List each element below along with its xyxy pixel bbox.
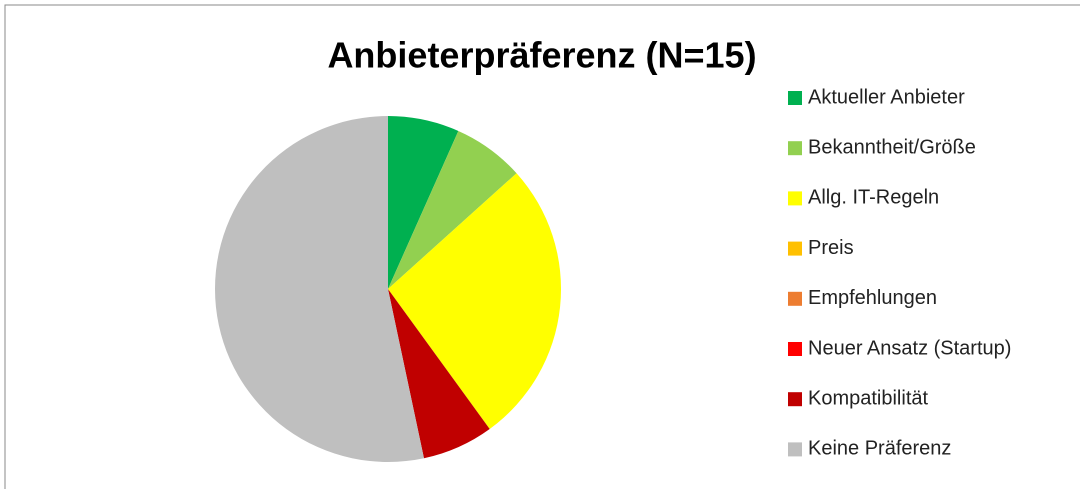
legend-swatch [788, 241, 802, 256]
legend-label: Keine Präferenz [808, 438, 951, 460]
legend-swatch [788, 141, 802, 156]
pie-slice [388, 289, 490, 459]
legend-label: Empfehlungen [808, 287, 937, 309]
legend-label: Neuer Ansatz (Startup) [808, 337, 1011, 359]
pie-slice [388, 130, 517, 289]
pie-slice [388, 116, 459, 289]
legend-label: Kompatibilität [808, 387, 929, 409]
legend-swatch [788, 91, 802, 105]
legend-swatch [788, 342, 802, 356]
legend-swatch [788, 191, 802, 206]
legend-label: Bekanntheit/Größe [808, 136, 976, 158]
pie-slice [388, 173, 561, 429]
legend-label: Preis [808, 237, 854, 259]
legend-swatch [788, 392, 802, 407]
legend-label: Aktueller Anbieter [808, 86, 965, 108]
pie-slice [214, 116, 424, 463]
legend-label: Allg. IT-Regeln [808, 187, 939, 209]
legend-swatch [788, 442, 802, 457]
chart-title: Anbieterpräferenz (N=15) [327, 35, 756, 76]
legend-swatch [788, 291, 802, 306]
